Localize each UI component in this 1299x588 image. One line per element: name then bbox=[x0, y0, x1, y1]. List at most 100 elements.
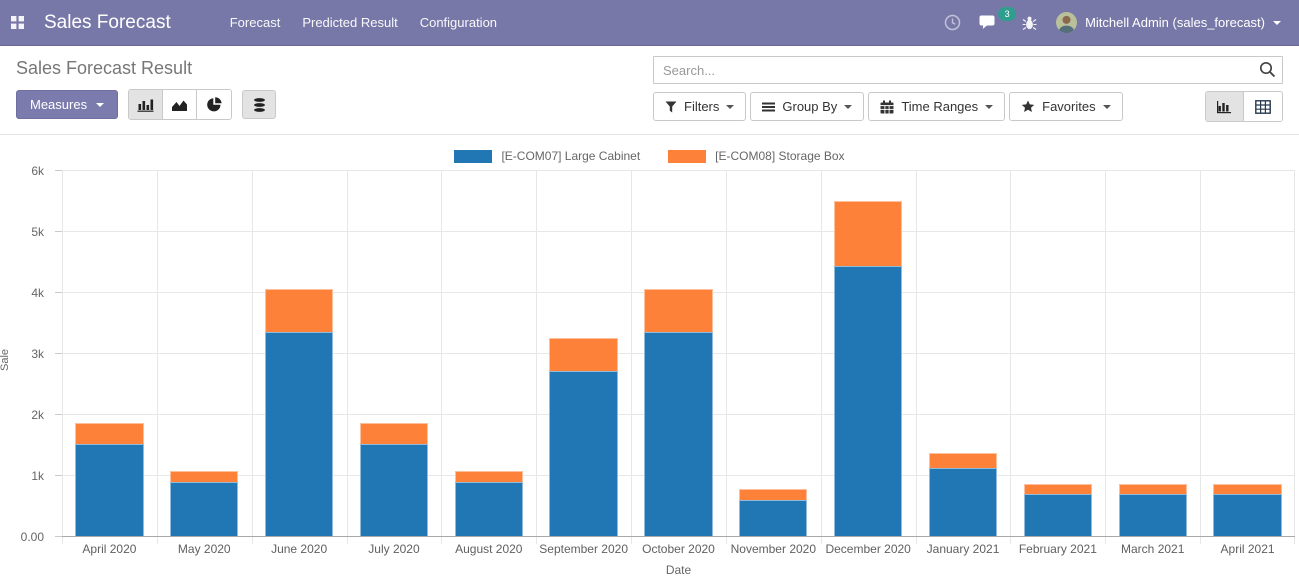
graph-view-icon bbox=[1216, 100, 1233, 114]
bar-segment[interactable] bbox=[1119, 494, 1187, 537]
bar-stack bbox=[739, 489, 807, 537]
bar-stack bbox=[75, 423, 143, 537]
bar-segment[interactable] bbox=[929, 468, 997, 537]
y-tick-label: 3k bbox=[0, 347, 44, 361]
pivot-view-button[interactable] bbox=[1244, 92, 1282, 121]
y-tick-mark bbox=[55, 353, 62, 354]
bar-segment[interactable] bbox=[549, 371, 617, 538]
bar-stack bbox=[1024, 484, 1092, 537]
filters-label: Filters bbox=[684, 99, 719, 114]
bar-stack bbox=[265, 289, 333, 537]
filter-funnel-icon bbox=[665, 101, 677, 113]
y-tick-label: 2k bbox=[0, 408, 44, 422]
bar-column bbox=[631, 171, 726, 537]
filters-button[interactable]: Filters bbox=[653, 92, 746, 121]
x-tick-label: November 2020 bbox=[726, 542, 821, 556]
measures-button[interactable]: Measures bbox=[16, 90, 118, 119]
bar-column bbox=[252, 171, 347, 537]
app-title: Sales Forecast bbox=[44, 12, 171, 34]
bar-segment[interactable] bbox=[170, 482, 238, 537]
apps-menu-button[interactable] bbox=[0, 0, 34, 46]
bug-icon bbox=[1022, 15, 1037, 31]
x-tick-label: January 2021 bbox=[916, 542, 1011, 556]
bar-segment[interactable] bbox=[1213, 494, 1281, 537]
legend-item[interactable]: [E-COM08] Storage Box bbox=[668, 149, 844, 163]
bar-segment[interactable] bbox=[1213, 484, 1281, 494]
bar-segment[interactable] bbox=[265, 289, 333, 332]
bar-stack bbox=[360, 423, 428, 537]
bar-segment[interactable] bbox=[644, 332, 712, 537]
apps-grid-icon bbox=[10, 15, 25, 30]
bar-segment[interactable] bbox=[75, 444, 143, 537]
y-tick-label: 6k bbox=[0, 164, 44, 178]
y-tick-mark bbox=[55, 292, 62, 293]
bar-segment[interactable] bbox=[360, 444, 428, 537]
x-tick-label: July 2020 bbox=[347, 542, 442, 556]
main-menu: Forecast Predicted Result Configuration bbox=[219, 0, 508, 46]
bar-column bbox=[157, 171, 252, 537]
star-icon bbox=[1021, 100, 1035, 113]
search-input[interactable] bbox=[653, 56, 1283, 84]
bar-segment[interactable] bbox=[929, 453, 997, 468]
menu-item-configuration[interactable]: Configuration bbox=[409, 0, 508, 46]
measures-label: Measures bbox=[30, 97, 87, 112]
y-tick-mark bbox=[55, 414, 62, 415]
calendar-icon bbox=[880, 100, 894, 114]
bar-segment[interactable] bbox=[549, 338, 617, 371]
x-axis-labels: April 2020May 2020June 2020July 2020Augu… bbox=[62, 537, 1295, 556]
bar-stack bbox=[1119, 484, 1187, 537]
bar-segment[interactable] bbox=[360, 423, 428, 444]
group-by-icon bbox=[762, 101, 775, 113]
bar-segment[interactable] bbox=[265, 332, 333, 537]
group-by-label: Group By bbox=[782, 99, 837, 114]
messages-button[interactable]: 3 bbox=[970, 0, 1013, 46]
activities-button[interactable] bbox=[935, 0, 970, 46]
chevron-down-icon bbox=[96, 103, 104, 107]
bar-segment[interactable] bbox=[739, 489, 807, 499]
bar-column bbox=[1200, 171, 1295, 537]
bar-column bbox=[347, 171, 442, 537]
bar-stack bbox=[455, 471, 523, 537]
bar-segment[interactable] bbox=[834, 201, 902, 266]
stacked-toggle-button[interactable] bbox=[242, 90, 276, 119]
bar-segment[interactable] bbox=[834, 266, 902, 537]
bar-segment[interactable] bbox=[1024, 494, 1092, 537]
user-menu[interactable]: Mitchell Admin (sales_forecast) bbox=[1046, 0, 1285, 46]
bar-segment[interactable] bbox=[75, 423, 143, 444]
bar-column bbox=[916, 171, 1011, 537]
time-ranges-button[interactable]: Time Ranges bbox=[868, 92, 1005, 121]
bar-segment[interactable] bbox=[739, 500, 807, 537]
x-tick-label: September 2020 bbox=[536, 542, 631, 556]
bar-segment[interactable] bbox=[1024, 484, 1092, 494]
menu-item-predicted-result[interactable]: Predicted Result bbox=[291, 0, 408, 46]
line-chart-button[interactable] bbox=[163, 90, 197, 119]
app-root: Sales Forecast Forecast Predicted Result… bbox=[0, 0, 1299, 588]
filter-buttons: Filters Group By bbox=[653, 92, 1123, 121]
bar-segment[interactable] bbox=[455, 482, 523, 537]
control-panel-right: Filters Group By bbox=[653, 56, 1283, 122]
debug-button[interactable] bbox=[1013, 0, 1046, 46]
area-chart-icon bbox=[171, 98, 188, 112]
chat-bubble-icon bbox=[979, 14, 999, 31]
y-tick-mark bbox=[55, 170, 62, 171]
bar-segment[interactable] bbox=[455, 471, 523, 482]
legend-item[interactable]: [E-COM07] Large Cabinet bbox=[454, 149, 640, 163]
y-tick-label: 4k bbox=[0, 286, 44, 300]
search-icon[interactable] bbox=[1259, 61, 1276, 83]
bar-segment[interactable] bbox=[1119, 484, 1187, 494]
y-tick-mark bbox=[55, 475, 62, 476]
favorites-button[interactable]: Favorites bbox=[1009, 92, 1122, 121]
group-by-button[interactable]: Group By bbox=[750, 92, 864, 121]
bar-segment[interactable] bbox=[170, 471, 238, 482]
x-tick-label: December 2020 bbox=[821, 542, 916, 556]
bar-stack bbox=[549, 338, 617, 537]
menu-item-forecast[interactable]: Forecast bbox=[219, 0, 292, 46]
bar-chart-button[interactable] bbox=[129, 90, 163, 119]
bar-segment[interactable] bbox=[644, 289, 712, 332]
filters-row: Filters Group By bbox=[653, 91, 1283, 122]
breadcrumb: Sales Forecast Result bbox=[16, 58, 276, 79]
bar-column bbox=[441, 171, 536, 537]
chevron-down-icon bbox=[726, 105, 734, 109]
graph-view-button[interactable] bbox=[1206, 92, 1244, 121]
pie-chart-button[interactable] bbox=[197, 90, 231, 119]
